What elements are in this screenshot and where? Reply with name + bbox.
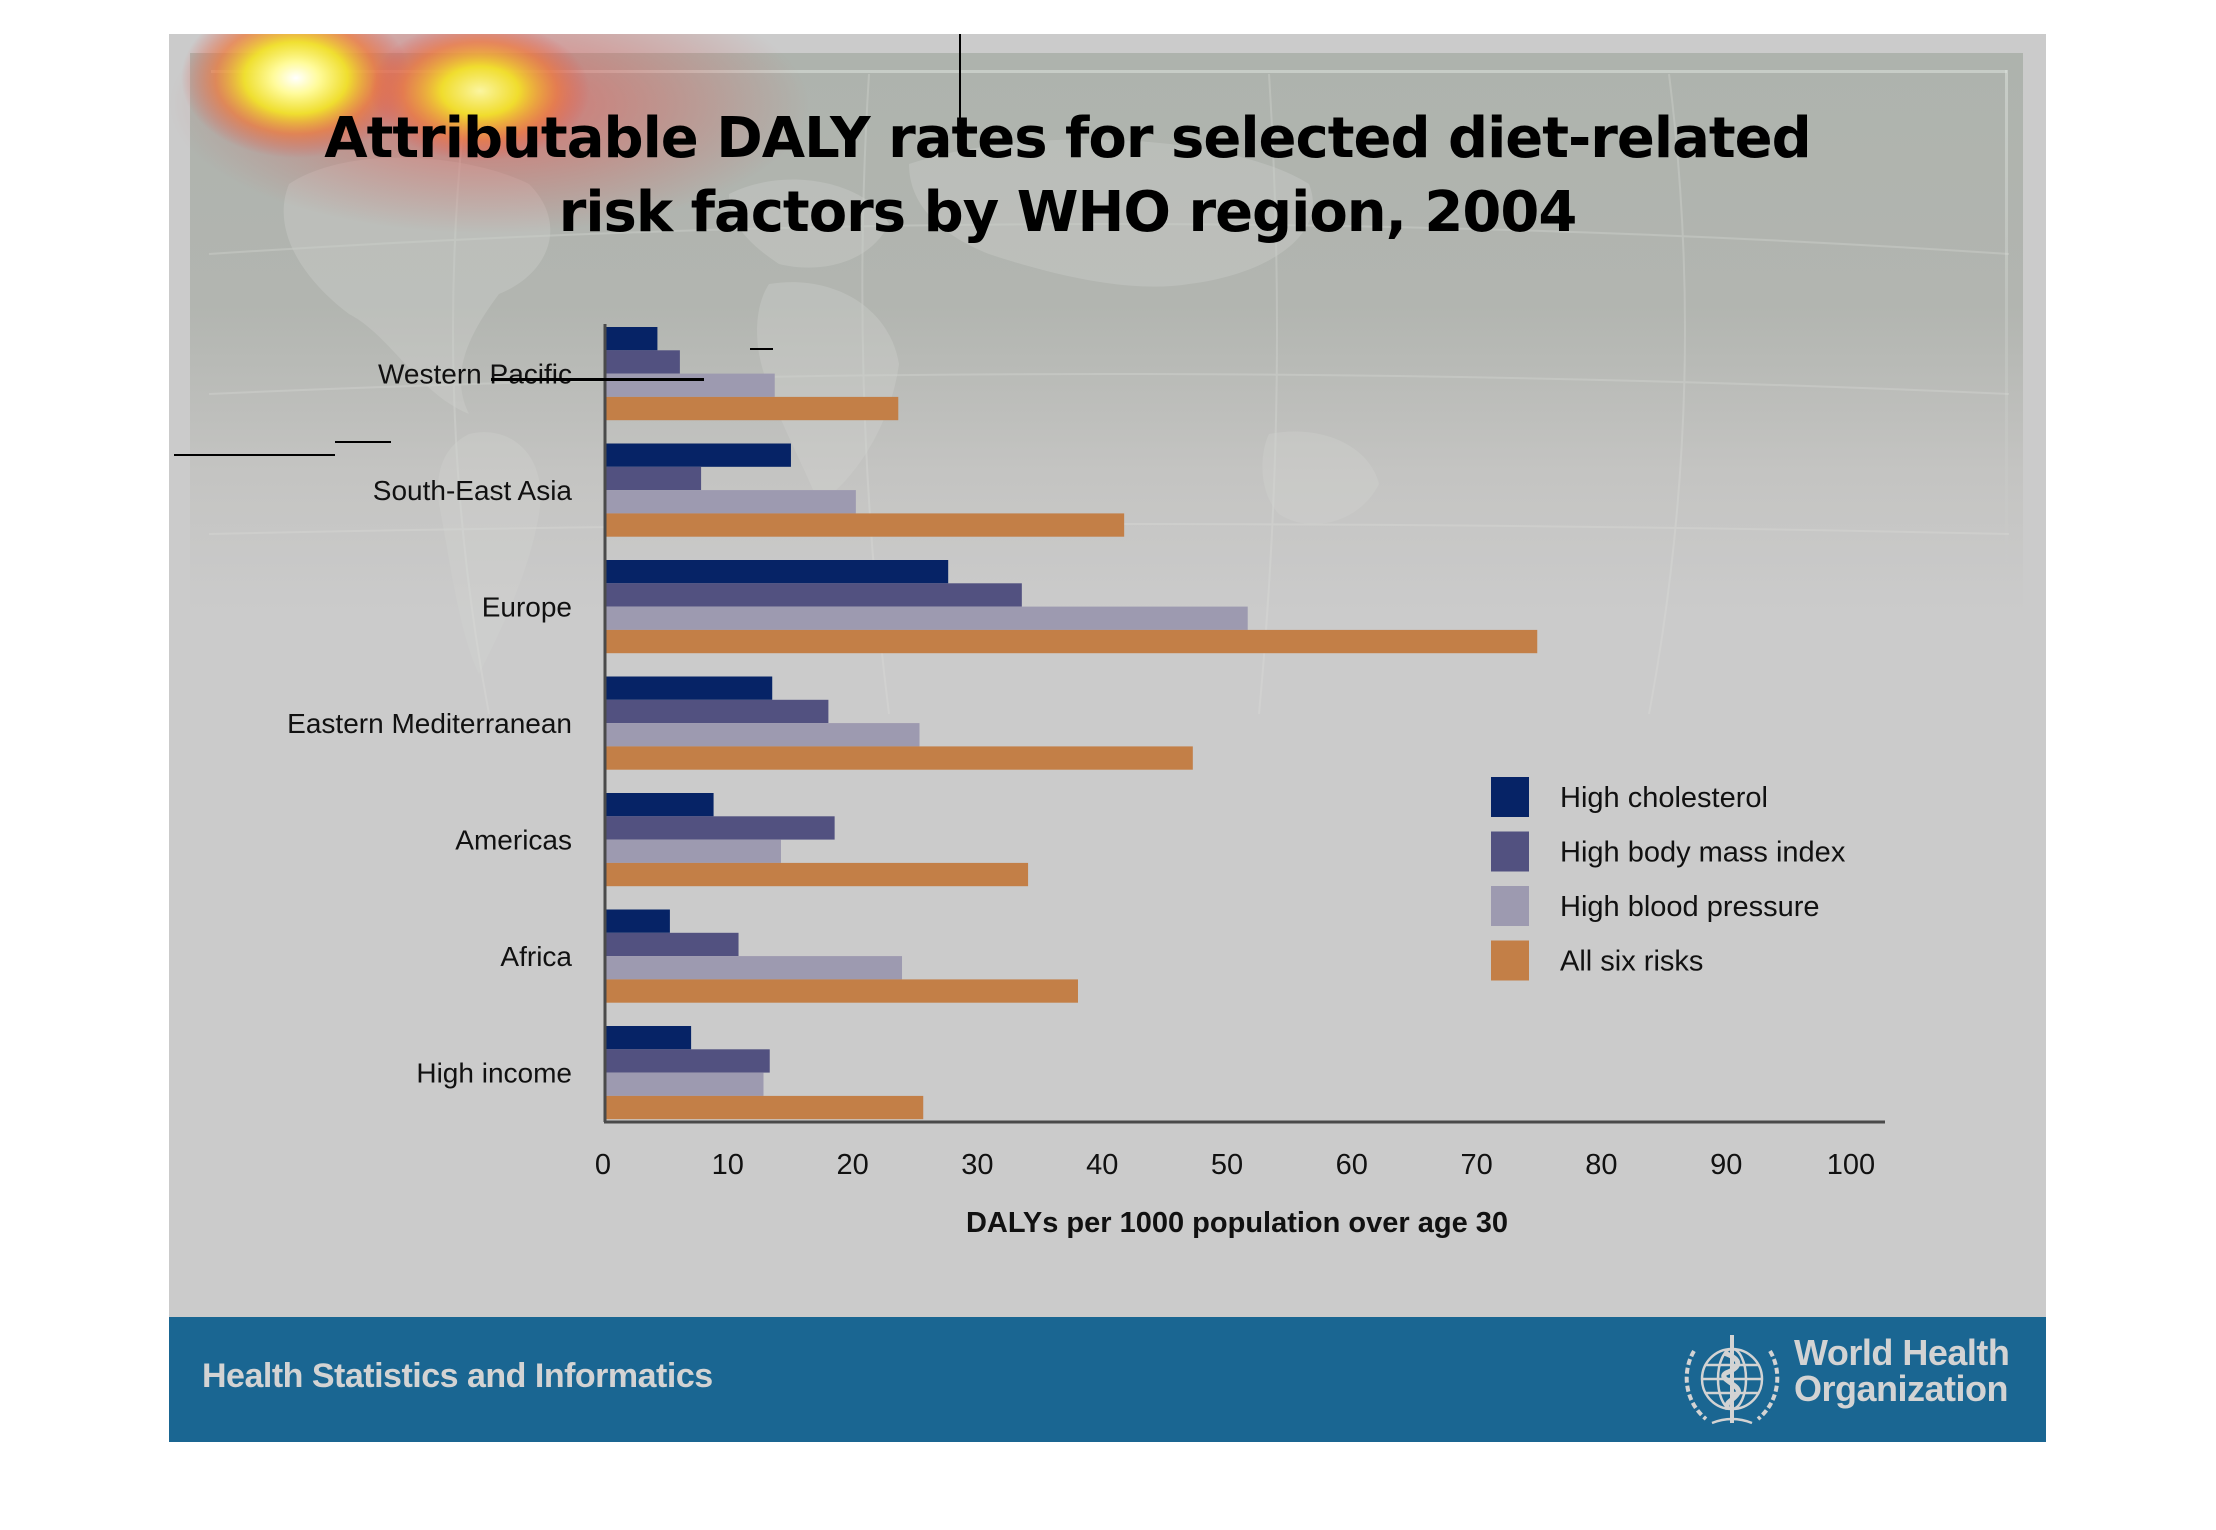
bar-europe-high-body-mass-index (605, 583, 1022, 607)
bar-western-pacific-high-cholesterol (605, 327, 658, 351)
bar-africa-high-blood-pressure (605, 956, 903, 980)
slide-title: Attributable DALY rates for selected die… (169, 102, 1966, 250)
bar-africa-high-body-mass-index (605, 932, 739, 957)
x-tick-label: 0 (595, 1149, 611, 1181)
x-tick-label: 10 (712, 1149, 744, 1181)
legend-label: High cholesterol (1560, 782, 1768, 814)
bar-europe-all-six-risks (605, 629, 1538, 654)
bar-americas-high-body-mass-index (605, 816, 835, 840)
legend-label: All six risks (1560, 946, 1703, 978)
bar-eastern-mediterranean-all-six-risks (605, 746, 1193, 770)
bars-layer (605, 327, 1538, 1120)
footer-bar: Health Statistics and Informatics World … (169, 1317, 2046, 1442)
department-name: Health Statistics and Informatics (202, 1357, 713, 1395)
title-line-1: Attributable DALY rates for selected die… (324, 106, 1811, 171)
bar-europe-high-blood-pressure (605, 606, 1248, 630)
category-label: Americas (455, 825, 572, 856)
organization-name: World Health Organization (1794, 1332, 2010, 1409)
bar-western-pacific-all-six-risks (605, 396, 899, 421)
x-axis-title: DALYs per 1000 population over age 30 (966, 1207, 1508, 1239)
category-label: Western Pacific (378, 359, 572, 390)
bar-south-east-asia-all-six-risks (605, 513, 1125, 537)
x-tick-label: 40 (1086, 1149, 1118, 1181)
legend-swatch (1491, 831, 1529, 872)
legend-swatch (1491, 886, 1529, 926)
x-tick-label: 50 (1211, 1149, 1243, 1181)
panel-highlight-line (211, 70, 2007, 73)
legend-swatch (1491, 940, 1529, 981)
bar-africa-high-cholesterol (605, 909, 670, 933)
legend-label: High body mass index (1560, 837, 1846, 869)
annotation-line-vertical (959, 34, 961, 138)
bar-americas-all-six-risks (605, 862, 1029, 887)
x-tick-label: 70 (1460, 1149, 1492, 1181)
title-line-2: risk factors by WHO region, 2004 (558, 180, 1578, 245)
slide: Attributable DALY rates for selected die… (169, 34, 2046, 1442)
bar-americas-high-cholesterol (605, 793, 714, 817)
x-tick-label: 20 (836, 1149, 868, 1181)
org-name-line-2: Organization (1794, 1368, 2009, 1409)
bar-europe-high-cholesterol (605, 560, 949, 584)
bar-high-income-high-cholesterol (605, 1026, 692, 1050)
bar-high-income-high-blood-pressure (605, 1072, 764, 1096)
who-emblem-icon (1684, 1335, 1780, 1425)
bar-americas-high-blood-pressure (605, 839, 781, 863)
category-label: Europe (482, 592, 572, 623)
x-tick-label: 80 (1585, 1149, 1617, 1181)
bar-high-income-all-six-risks (605, 1095, 924, 1120)
category-label: Eastern Mediterranean (287, 708, 572, 739)
x-tick-label: 30 (961, 1149, 993, 1181)
legend-label: High blood pressure (1560, 891, 1820, 923)
bar-eastern-mediterranean-high-blood-pressure (605, 723, 920, 747)
bar-south-east-asia-high-blood-pressure (605, 490, 856, 514)
category-label: Africa (500, 941, 572, 972)
legend: High cholesterol High body mass index High… (1491, 777, 1846, 981)
annotation-line-2 (750, 348, 773, 350)
x-tick-label: 60 (1336, 1149, 1368, 1181)
annotation-line-4 (174, 454, 335, 456)
bar-south-east-asia-high-body-mass-index (605, 466, 702, 491)
region-labels: Western Pacific South-East Asia Europe East… (287, 359, 572, 1089)
category-label: South-East Asia (373, 475, 573, 506)
bar-south-east-asia-high-cholesterol (605, 443, 791, 467)
bar-eastern-mediterranean-high-cholesterol (605, 676, 773, 700)
panel-highlight-vline (2005, 70, 2008, 570)
x-axis-ticks: 0 10 20 30 40 50 60 70 80 90 100 (595, 1149, 1875, 1181)
legend-swatch (1491, 777, 1529, 817)
x-tick-label: 90 (1710, 1149, 1742, 1181)
bar-western-pacific-high-body-mass-index (605, 350, 680, 374)
x-tick-label: 100 (1827, 1149, 1875, 1181)
annotation-line-1 (491, 378, 704, 381)
bar-high-income-high-body-mass-index (605, 1049, 770, 1073)
category-label: High income (416, 1058, 572, 1089)
bar-eastern-mediterranean-high-body-mass-index (605, 699, 829, 724)
annotation-line-3 (335, 441, 391, 443)
bar-africa-all-six-risks (605, 979, 1078, 1003)
org-name-line-1: World Health (1794, 1332, 2010, 1373)
bar-chart: Western Pacific South-East Asia Europe East… (287, 324, 1885, 1239)
